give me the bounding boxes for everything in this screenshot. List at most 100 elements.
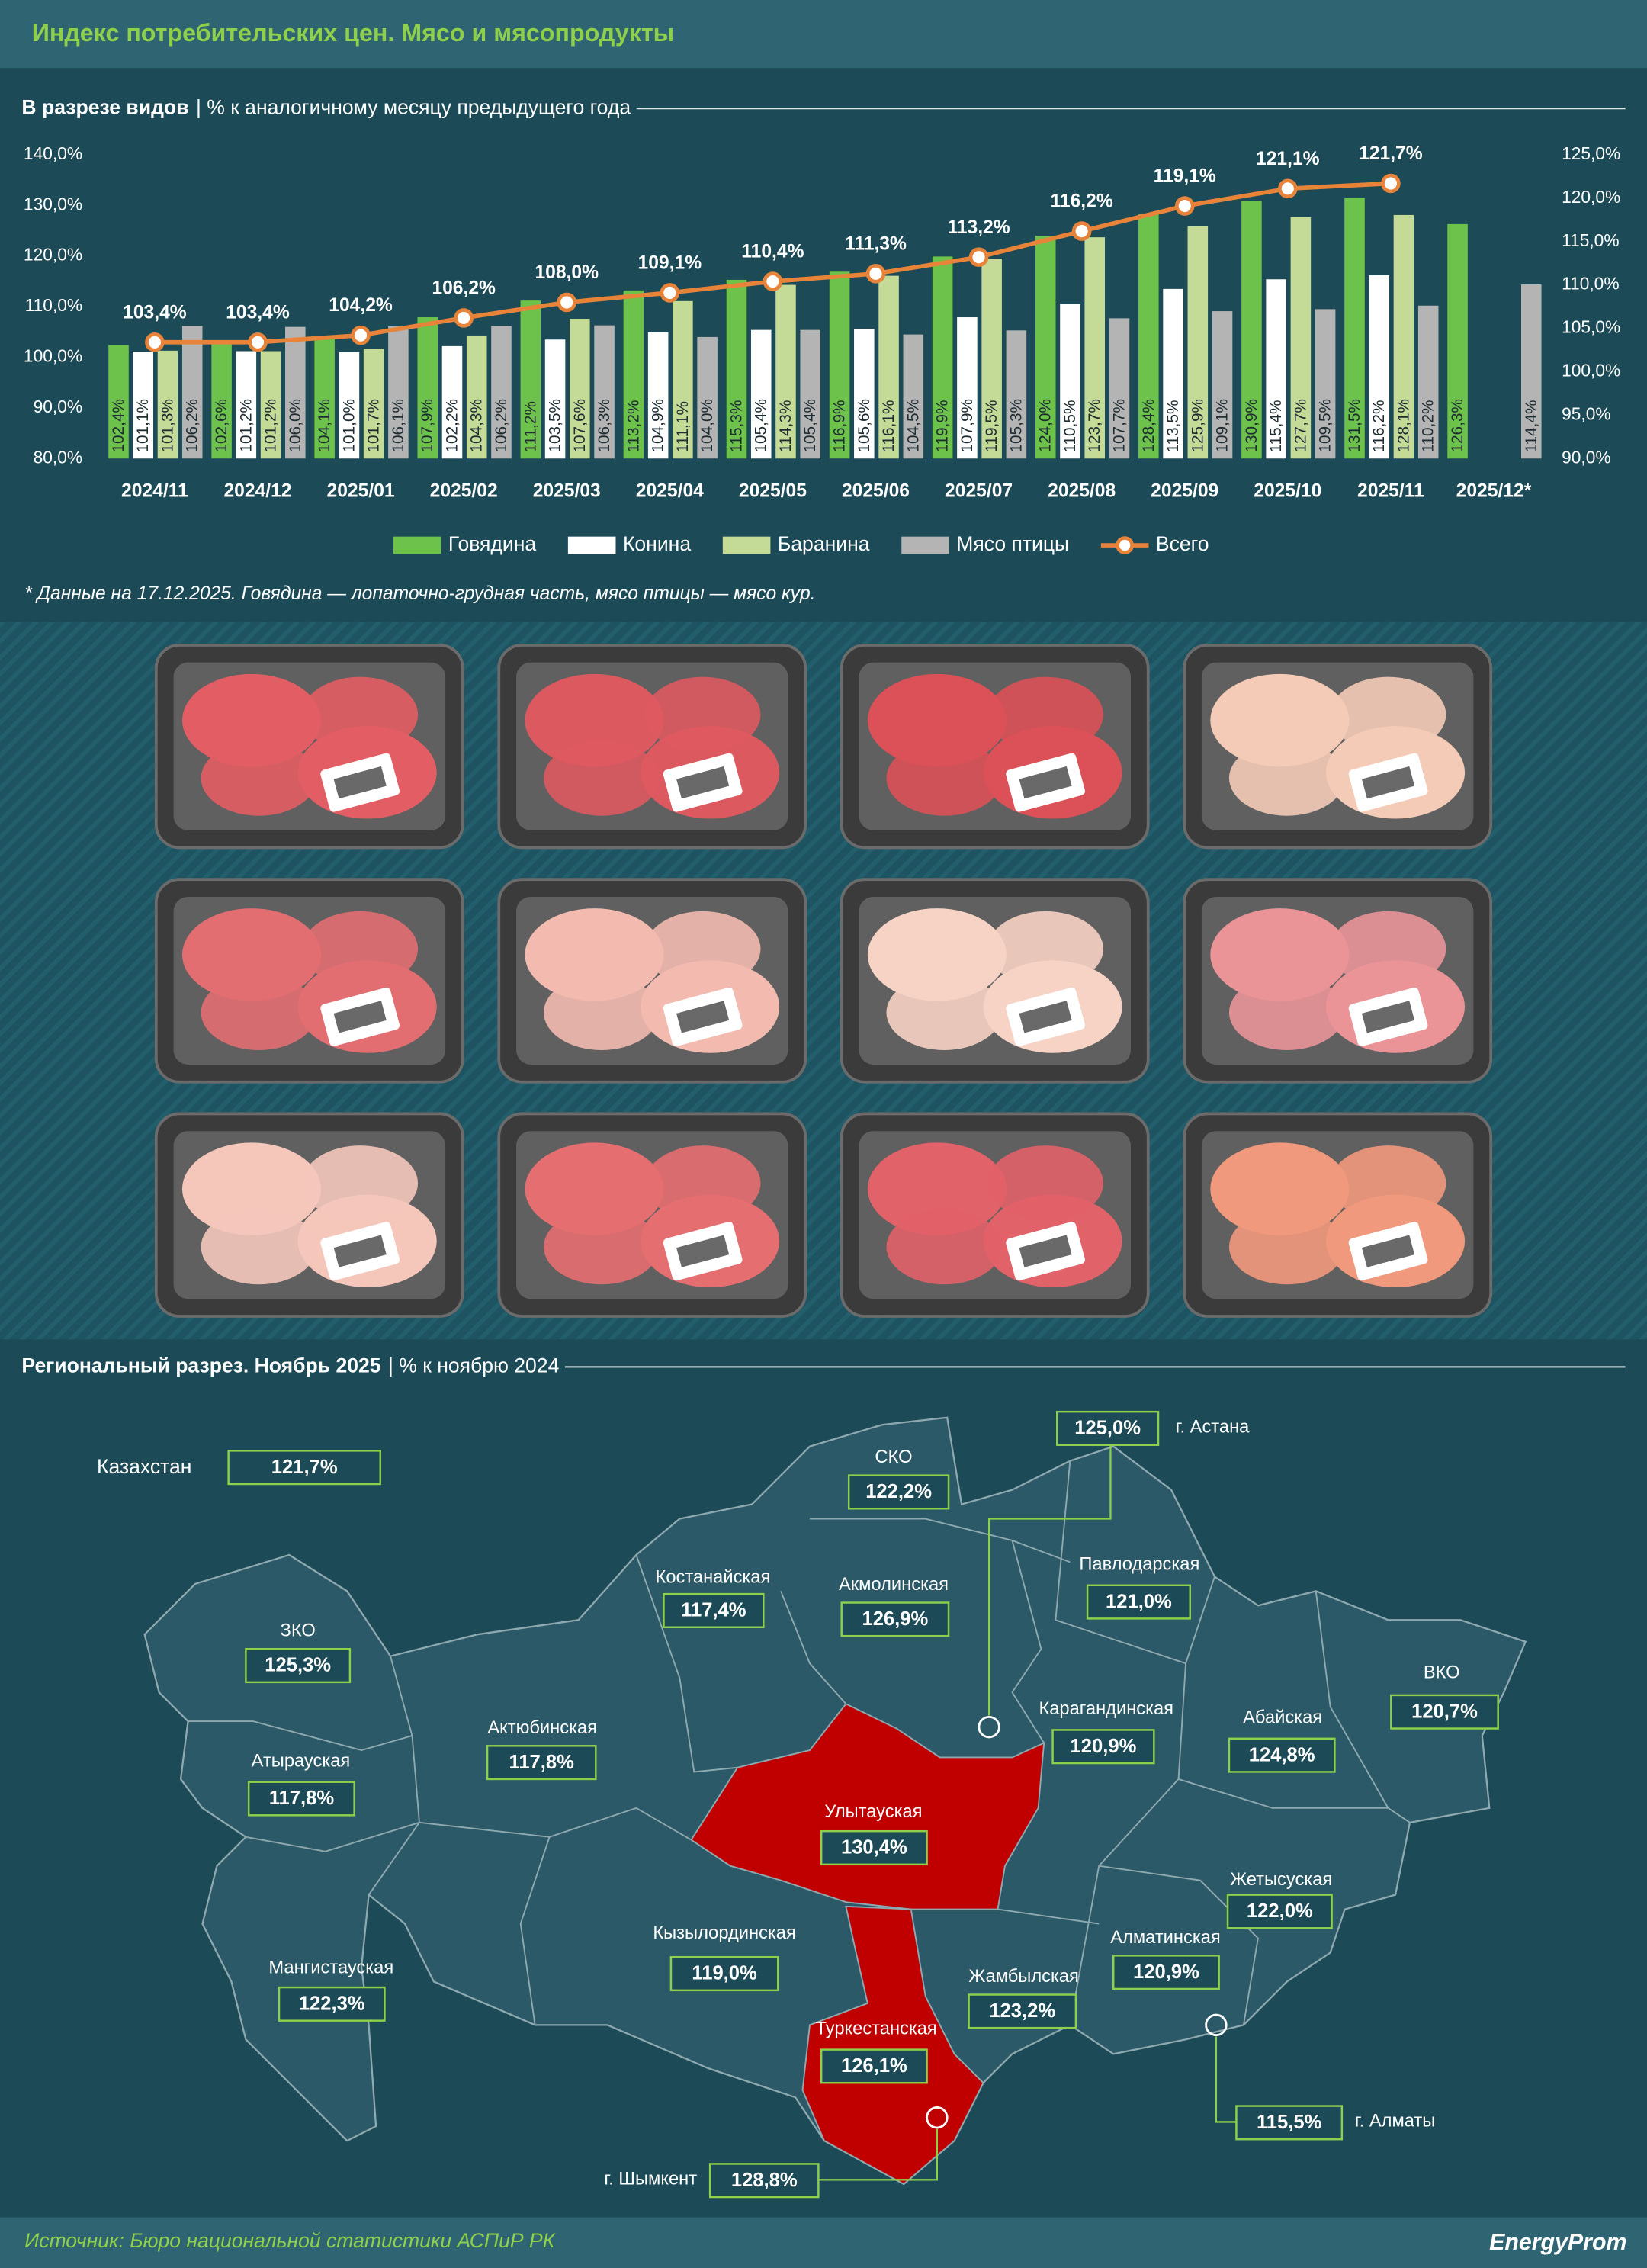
bar-value-label: 107,9% [419, 399, 436, 453]
x-tick-label: 2024/11 [121, 480, 188, 501]
chart-heading: В разрезе видов | % к аналогичному месяц… [21, 95, 1626, 118]
line-value-label: 109,1% [638, 252, 702, 273]
value-box [840, 1601, 950, 1637]
barcode [1361, 766, 1415, 799]
bar [800, 329, 820, 459]
border [188, 1656, 413, 1751]
film-shine [173, 662, 446, 830]
meat [525, 673, 664, 767]
border [1055, 1460, 1215, 1665]
bar [1163, 288, 1183, 459]
region-name: Мангистауская [268, 1958, 393, 1978]
meat [302, 676, 419, 753]
film-shine [859, 662, 1131, 830]
y-tick-label: 120,0% [24, 245, 82, 265]
region-name: Костанайская [656, 1568, 771, 1588]
bar-value-label: 116,1% [880, 400, 897, 452]
y2-tick-label: 115,0% [1562, 230, 1619, 250]
line-value-label: 110,4% [741, 242, 804, 262]
y2-tick-label: 120,0% [1562, 187, 1620, 207]
x-tick-label: 2024/12 [223, 480, 291, 501]
bar-value-label: 101,7% [365, 399, 383, 453]
barcode [676, 1001, 730, 1033]
line-marker [248, 332, 268, 352]
bar-value-label: 131,5% [1346, 399, 1363, 453]
bar-value-label: 128,1% [1395, 399, 1412, 453]
bar-value-label: 106,2% [184, 399, 201, 453]
meat [1228, 740, 1345, 816]
bar-value-label: 101,3% [159, 399, 176, 453]
border [780, 1590, 847, 1704]
line-value-label: 111,3% [845, 233, 907, 254]
meat [1210, 673, 1350, 767]
bar [1187, 226, 1209, 459]
bar [829, 271, 850, 459]
bar-value-label: 105,4% [753, 399, 770, 453]
meat [1330, 676, 1446, 753]
film-shine [859, 896, 1131, 1065]
chart-note: * Данные на 17.12.2025. Говядина — лопат… [24, 583, 815, 604]
line-value-label: 113,2% [947, 217, 1010, 238]
line-marker [557, 292, 577, 313]
barcode [1361, 1235, 1415, 1267]
region-value: 117,8% [509, 1752, 575, 1773]
highlight-region [801, 1905, 984, 2186]
region-value: 125,3% [265, 1655, 331, 1676]
x-tick-label: 2025/02 [430, 480, 498, 501]
bar [1266, 279, 1286, 459]
legend-swatch [393, 536, 441, 554]
line-marker [1174, 196, 1195, 216]
bar-value-label: 107,6% [571, 399, 589, 453]
bar-value-label: 124,0% [1037, 399, 1055, 453]
value-box [1086, 1584, 1191, 1620]
bar [1138, 213, 1159, 459]
leader-line [1215, 2036, 1237, 2123]
footer-bar [0, 2217, 1647, 2268]
region-value: 120,9% [1133, 1961, 1199, 1983]
bar [1212, 311, 1233, 459]
bar-value-label: 101,0% [340, 399, 358, 453]
bar-value-label: 102,4% [110, 399, 127, 453]
x-tick-label: 2025/11 [1357, 480, 1424, 501]
bar [1344, 198, 1365, 459]
meat [525, 1142, 664, 1235]
y2-tick-label: 125,0% [1562, 143, 1620, 163]
meat [302, 911, 419, 987]
barcode [1019, 1001, 1072, 1033]
line-value-label: 103,4% [123, 302, 187, 323]
x-tick-label: 2025/09 [1151, 480, 1218, 501]
meat [867, 673, 1006, 767]
x-tick-label: 2025/08 [1048, 480, 1116, 501]
bar [981, 259, 1002, 459]
bar [1417, 305, 1439, 459]
border [635, 1554, 738, 1773]
region-value: 117,4% [681, 1600, 746, 1621]
y2-tick-label: 95,0% [1562, 403, 1611, 423]
bar-value-label: 106,1% [390, 399, 407, 453]
bar-value-label: 109,5% [1317, 399, 1334, 453]
bar [1369, 275, 1390, 459]
bar-value-label: 115,3% [727, 400, 745, 452]
city-marker [978, 1715, 1000, 1739]
border [1069, 1663, 1186, 2025]
bar [903, 334, 924, 459]
bar [750, 329, 772, 459]
chart-subtitle: | % к аналогичному месяцу предыдущего го… [196, 95, 631, 118]
meat [525, 908, 664, 1001]
meat [1210, 908, 1350, 1001]
x-tick-label: 2025/03 [533, 480, 601, 501]
border [1315, 1591, 1389, 1809]
meat [1210, 1142, 1350, 1235]
value-box [708, 2163, 820, 2199]
map-heading: Региональный разрез. Ноябрь 2025 | % к н… [21, 1354, 1626, 1377]
value-box [968, 1993, 1077, 2029]
value-box [1390, 1694, 1499, 1730]
bar [775, 284, 796, 459]
barcode [333, 1001, 387, 1033]
bar-value-label: 113,5% [1164, 400, 1182, 452]
line-marker [145, 332, 165, 352]
region-value: 121,0% [1106, 1591, 1172, 1612]
bar-value-label: 104,0% [698, 399, 716, 453]
bar-value-label: 104,5% [904, 399, 922, 453]
